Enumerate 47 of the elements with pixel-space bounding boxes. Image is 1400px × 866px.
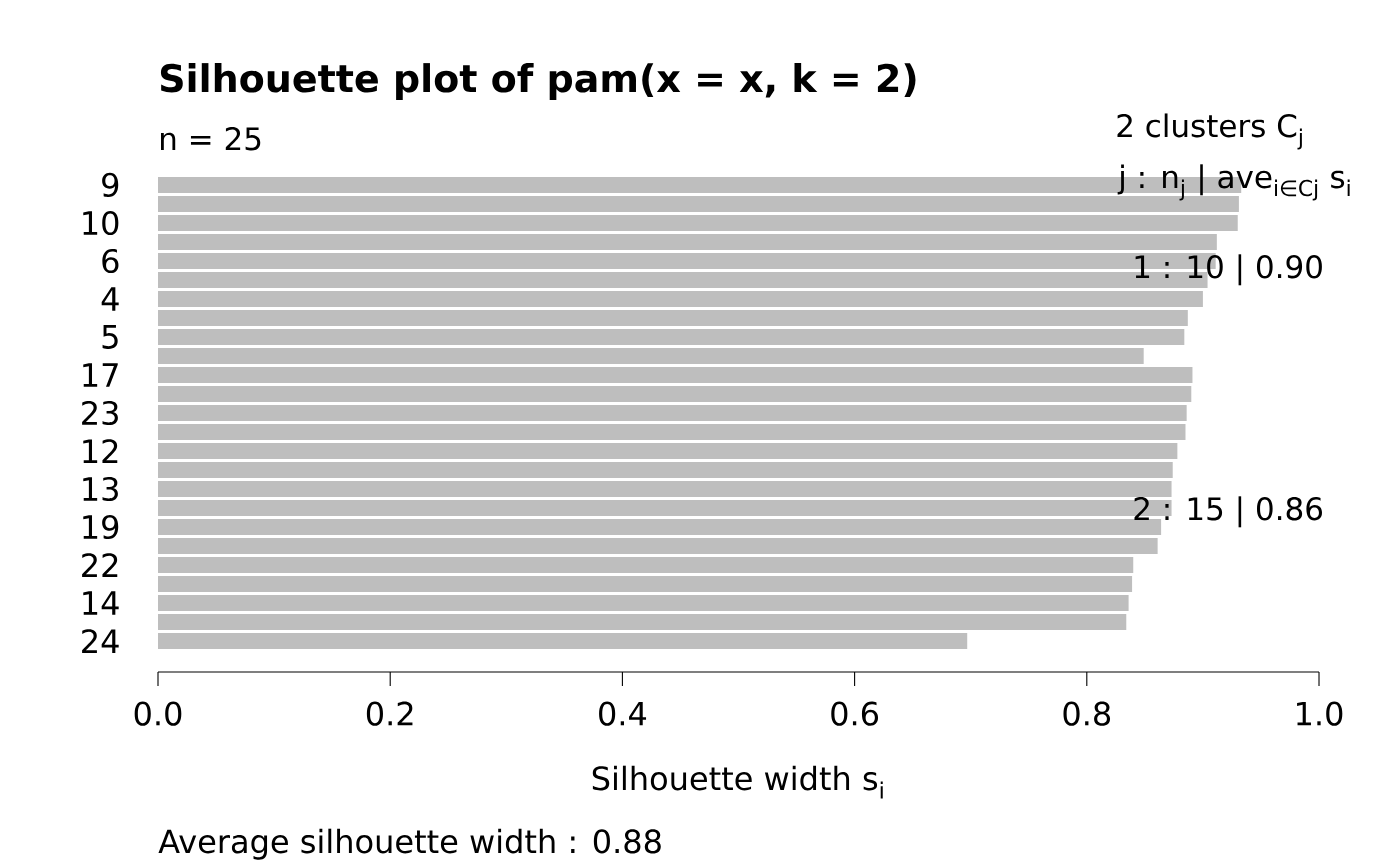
chart-subtitle: n = 25 — [161, 126, 261, 151]
bar — [158, 518, 1162, 536]
bar — [158, 556, 1134, 574]
bar — [158, 404, 1187, 422]
annotation: j : n$_{j}$ | ave$_{i∈Cj}$ s$_{i}$ — [1117, 164, 1350, 201]
y-tick-label: 22 — [82, 553, 118, 577]
bar — [158, 347, 1144, 365]
x-axis-title: Silhouette width s$_{i}$ — [592, 765, 883, 799]
bar — [158, 366, 1193, 384]
bar — [158, 214, 1238, 232]
bar — [158, 575, 1133, 593]
x-tick-label: 0.6 — [831, 701, 879, 726]
bar — [158, 309, 1188, 327]
y-tick-label: 23 — [82, 400, 118, 426]
y-tick-label: 14 — [83, 591, 119, 615]
y-tick-label: 9 — [102, 172, 119, 198]
bar — [158, 442, 1178, 460]
annotation: 2 : 15 | 0.86 — [1134, 496, 1322, 528]
y-tick-label: 10 — [83, 210, 119, 236]
bar — [158, 328, 1185, 346]
bar — [158, 423, 1186, 441]
annotation: 1 : 10 | 0.90 — [1135, 254, 1322, 286]
y-tick-label: 4 — [101, 287, 119, 311]
x-tick-label: 0.2 — [366, 701, 413, 726]
x-tick-label: 0.8 — [1063, 701, 1111, 726]
y-tick-label: 17 — [83, 363, 118, 387]
x-tick-label: 0.4 — [599, 701, 647, 726]
chart-title: Silhouette plot of pam(x = x, k = 2) — [160, 63, 916, 100]
y-tick-label: 12 — [83, 439, 118, 463]
y-tick-label: 6 — [102, 248, 119, 274]
bar — [158, 480, 1172, 498]
x-tick-label: 1.0 — [1297, 701, 1343, 726]
y-tick-label: 13 — [83, 476, 118, 502]
bar — [158, 613, 1127, 631]
bar — [158, 233, 1217, 251]
y-tick-label: 19 — [83, 514, 119, 540]
bar — [158, 632, 968, 650]
text: Average silhouette width : 0.88 — [158, 828, 661, 860]
bar — [158, 385, 1192, 403]
y-tick-label: 5 — [102, 325, 118, 349]
bar — [158, 537, 1158, 555]
text: 2 clusters C$_{j}$ — [1117, 113, 1302, 150]
bar — [158, 594, 1129, 612]
y-tick-label: 24 — [82, 629, 119, 653]
x-tick-label: 0.0 — [134, 701, 182, 726]
bar — [158, 290, 1203, 308]
bar — [158, 461, 1173, 479]
